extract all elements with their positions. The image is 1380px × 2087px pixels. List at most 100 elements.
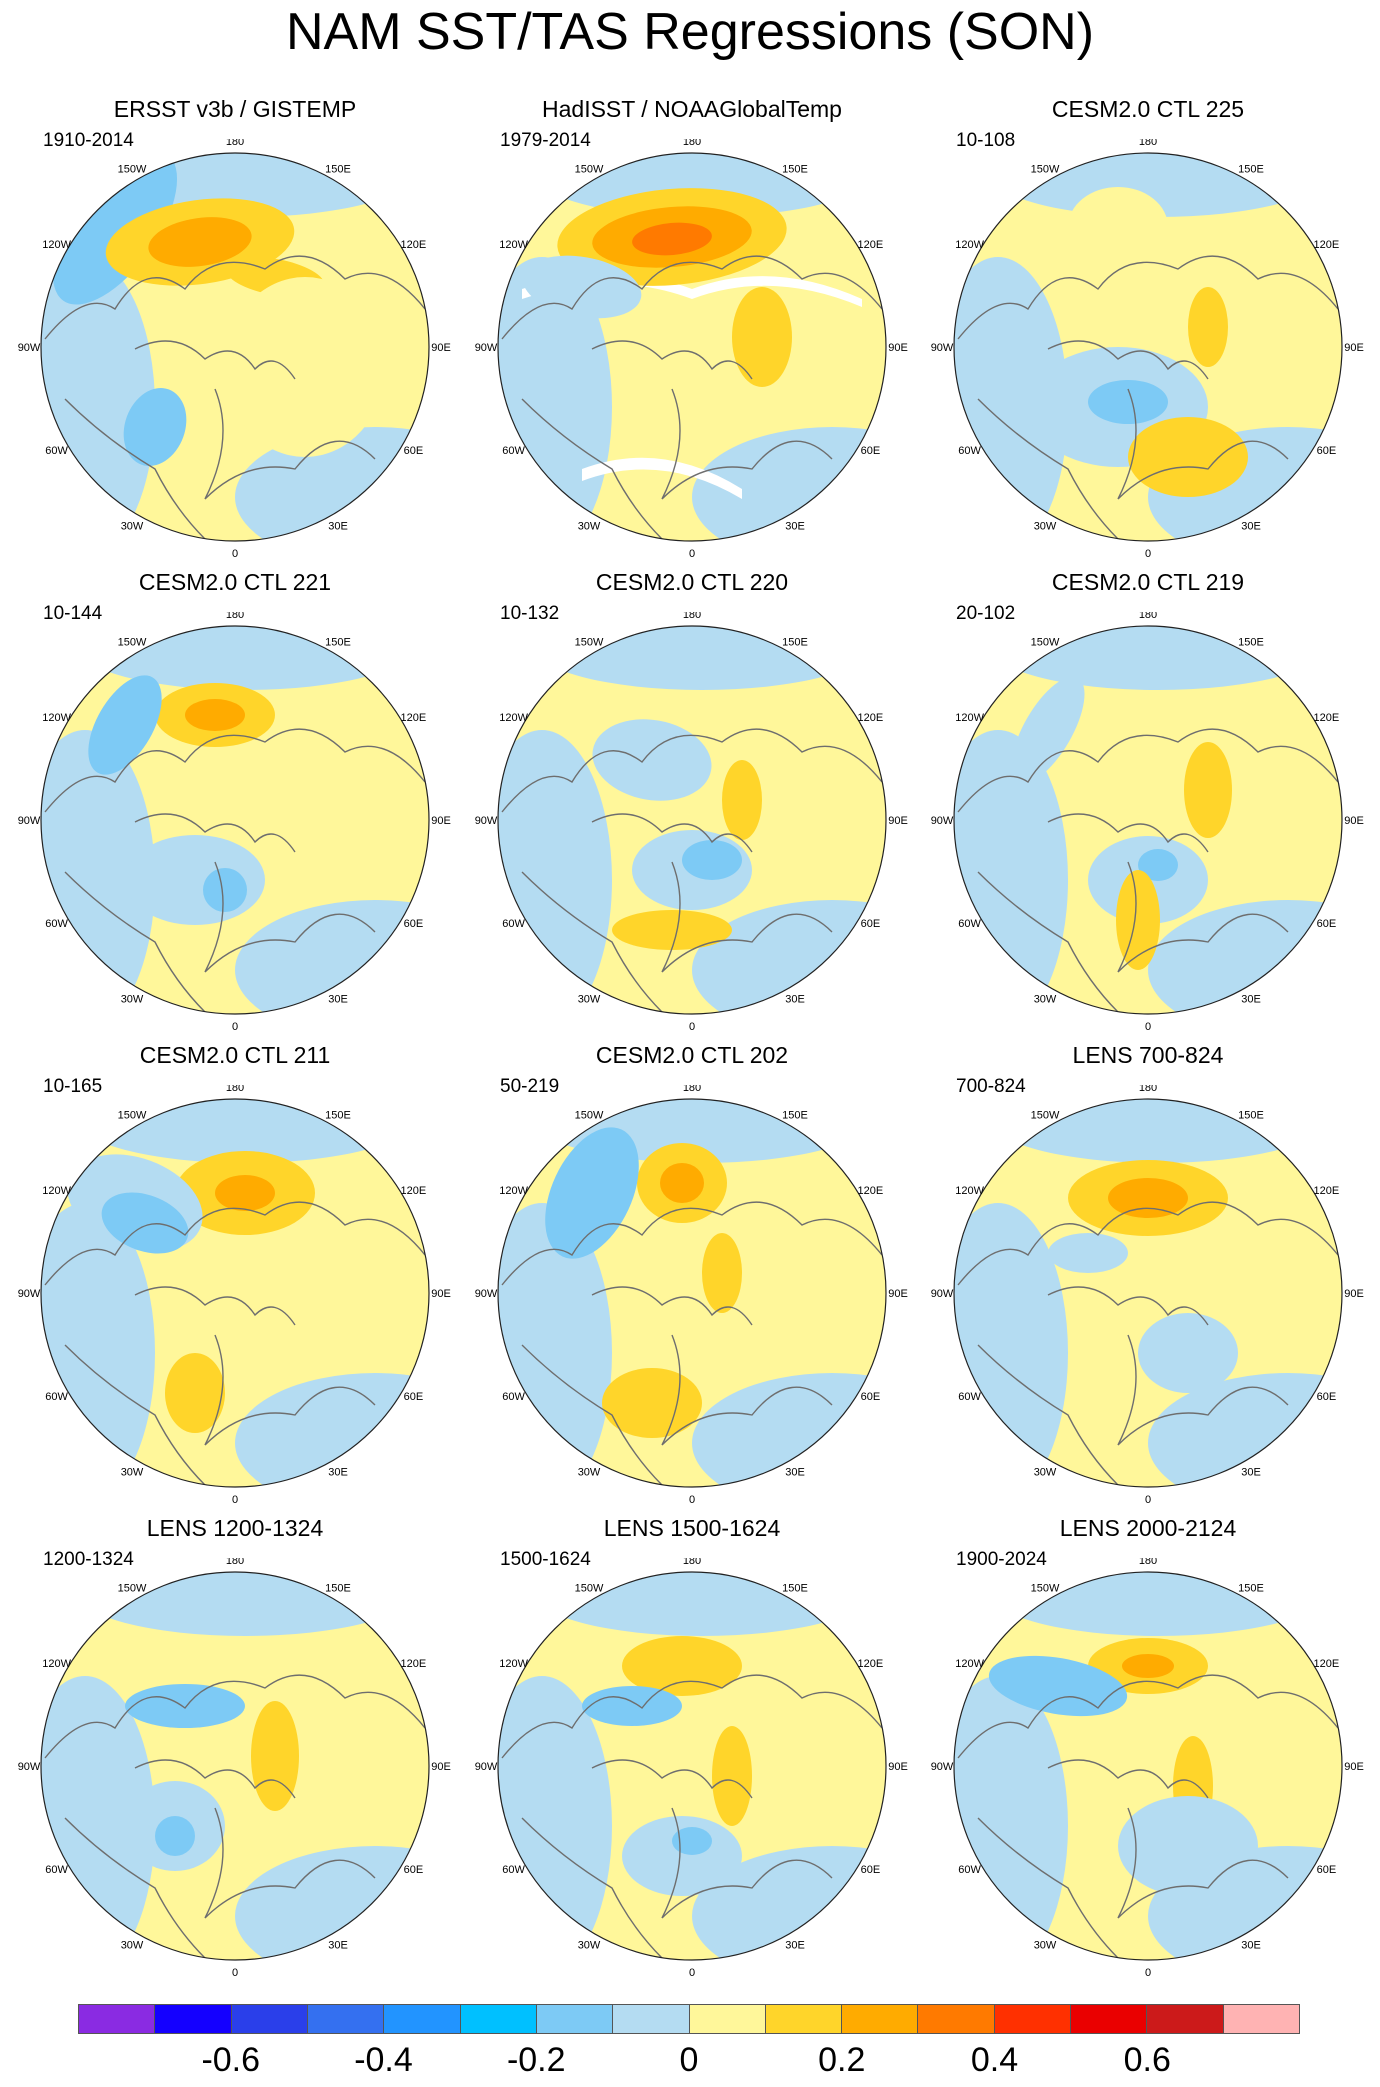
longitude-label: 0 <box>1145 1494 1151 1506</box>
longitude-label: 0 <box>689 1967 695 1979</box>
colorbar <box>78 2004 1300 2034</box>
anomaly-region <box>612 910 732 950</box>
panel-period: 700-824 <box>956 1076 1026 1097</box>
longitude-label: 90E <box>888 1288 908 1300</box>
longitude-label: 30W <box>578 520 601 532</box>
anomaly-region <box>1068 187 1168 267</box>
longitude-label: 180 <box>683 1558 701 1567</box>
longitude-label: 150E <box>782 164 808 176</box>
longitude-label: 30E <box>1241 1939 1261 1951</box>
anomaly-region <box>592 719 712 801</box>
panel-title: LENS 1500-1624 <box>603 1515 781 1541</box>
longitude-label: 30E <box>1241 1466 1261 1478</box>
longitude-label: 90W <box>18 815 41 827</box>
longitude-label: 150W <box>575 1583 604 1595</box>
longitude-label: 60E <box>861 445 881 457</box>
panel-period: 1500-1624 <box>500 1549 591 1570</box>
longitude-label: 120E <box>858 1658 884 1670</box>
colorbar-swatch <box>842 2004 919 2034</box>
panel-title: CESM2.0 CTL 220 <box>595 569 789 595</box>
panel-title: LENS 700-824 <box>1072 1042 1224 1068</box>
colorbar-swatch <box>460 2004 537 2034</box>
colorbar-tick-label: -0.6 <box>201 2041 261 2079</box>
longitude-label: 30E <box>328 1466 348 1478</box>
longitude-label: 30W <box>121 1466 144 1478</box>
colorbar-swatch <box>307 2004 385 2034</box>
panel-title: CESM2.0 CTL 202 <box>595 1042 789 1068</box>
longitude-label: 90E <box>1344 342 1364 354</box>
longitude-label: 150W <box>1031 637 1060 649</box>
longitude-label: 30W <box>121 993 144 1005</box>
anomaly-region <box>52 153 178 305</box>
map-boundary <box>953 625 1343 1015</box>
longitude-label: 0 <box>689 548 695 560</box>
longitude-label: 150E <box>1238 637 1264 649</box>
longitude-label: 60E <box>404 445 424 457</box>
longitude-label: 120W <box>42 712 71 724</box>
longitude-label: 30W <box>578 1939 601 1951</box>
anomaly-region <box>225 277 385 457</box>
longitude-label: 90W <box>475 815 498 827</box>
longitude-label: 120W <box>42 239 71 251</box>
panel-period: 20-102 <box>956 603 1016 624</box>
longitude-label: 120E <box>401 712 427 724</box>
longitude-label: 150E <box>325 1110 351 1122</box>
anomaly-region <box>722 760 762 840</box>
longitude-label: 150W <box>118 164 147 176</box>
anomaly-region <box>251 1701 299 1811</box>
anomaly-region <box>165 1353 225 1433</box>
longitude-label: 0 <box>232 1021 238 1033</box>
panel-period: 1979-2014 <box>500 130 591 151</box>
coastline <box>501 1201 883 1486</box>
polar-map: 180 150E 120E 90E 60E 30E 0 30W 60W 90W 120W 150W <box>18 1085 451 1506</box>
map-boundary <box>40 152 430 542</box>
panel-period: 10-144 <box>43 603 103 624</box>
longitude-label: 180 <box>1139 1085 1157 1094</box>
longitude-label: 90E <box>431 815 451 827</box>
colorbar-tick-label: 0.2 <box>818 2041 866 2079</box>
longitude-label: 120E <box>1314 239 1340 251</box>
coastline <box>44 1674 426 1959</box>
map-panel: ERSST v3b / GISTEMP 1910-2014 180 150E 120E 9… <box>5 95 465 567</box>
colorbar-swatch <box>1223 2004 1300 2034</box>
map-panel: LENS 1200-1324 1200-1324 180 150E 120E 90E 60E… <box>5 1514 465 1986</box>
polar-map: 180 150E 120E 90E 60E 30E 0 30W 60W 90W 120W 150W <box>931 1558 1364 1979</box>
colorbar-tick-label: 0 <box>679 2041 699 2079</box>
anomaly-region <box>75 1099 415 1163</box>
longitude-label: 120W <box>499 1185 528 1197</box>
longitude-label: 150W <box>1031 1583 1060 1595</box>
anomaly-region <box>622 1636 742 1696</box>
map-boundary <box>497 625 887 1015</box>
map-panel: CESM2.0 CTL 211 10-165 180 150E 120E 90E 60E 30… <box>5 1041 465 1513</box>
longitude-label: 0 <box>1145 1967 1151 1979</box>
map-boundary <box>953 1098 1343 1488</box>
anomaly-region <box>215 1175 275 1211</box>
polar-map: 180 150E 120E 90E 60E 30E 0 30W 60W 90W 120W 150W <box>18 1558 451 1979</box>
longitude-label: 30E <box>785 520 805 532</box>
anomaly-region <box>732 287 792 387</box>
longitude-label: 180 <box>226 612 244 621</box>
anomaly-region <box>1011 676 1085 784</box>
colorbar-swatch <box>384 2004 461 2034</box>
longitude-label: 90W <box>475 1761 498 1773</box>
anomaly-region <box>1138 849 1178 881</box>
panel-title: LENS 2000-2124 <box>1059 1515 1237 1541</box>
longitude-label: 0 <box>232 1967 238 1979</box>
polar-map: 180 150E 120E 90E 60E 30E 0 30W 60W 90W 120W 150W <box>18 139 451 560</box>
panel-period: 1910-2014 <box>43 130 134 151</box>
polar-map: 180 150E 120E 90E 60E 30E 0 30W 60W 90W 120W 150W <box>931 139 1364 560</box>
anomaly-region <box>988 1099 1328 1163</box>
panel-title: CESM2.0 CTL 221 <box>138 569 332 595</box>
longitude-label: 180 <box>226 139 244 148</box>
longitude-label: 90W <box>18 1761 41 1773</box>
longitude-label: 120E <box>401 1658 427 1670</box>
map-panel: HadISST / NOAAGlobalTemp 1979-2014 180 150E… <box>462 95 922 567</box>
longitude-label: 60W <box>45 918 68 930</box>
longitude-label: 150W <box>575 637 604 649</box>
longitude-label: 60E <box>1317 918 1337 930</box>
anomaly-region <box>582 1686 682 1726</box>
anomaly-region <box>155 1816 195 1856</box>
anomaly-region <box>1128 417 1248 497</box>
anomaly-region <box>988 1655 1128 1717</box>
anomaly-region <box>712 1726 752 1826</box>
